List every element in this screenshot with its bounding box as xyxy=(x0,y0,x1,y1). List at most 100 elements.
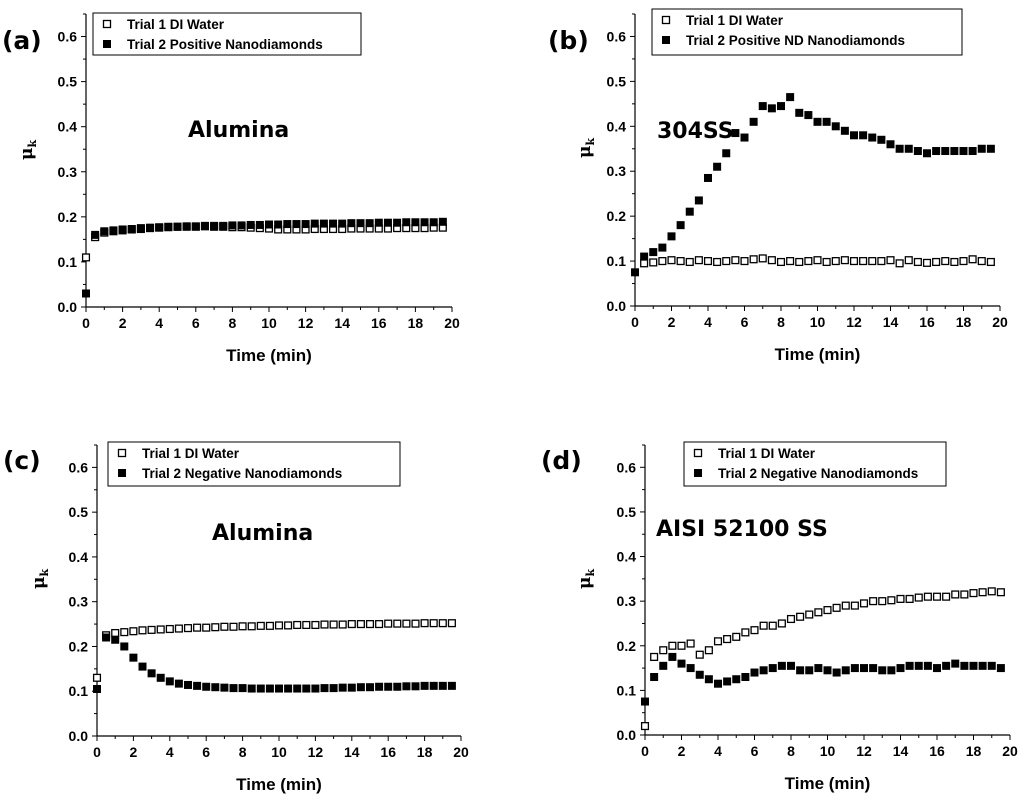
data-point-filled xyxy=(850,664,859,673)
data-point-open xyxy=(749,255,758,264)
data-point-filled xyxy=(713,162,722,171)
y-tick-label: 0.4 xyxy=(617,549,637,565)
x-tick-label: 0 xyxy=(631,314,639,330)
data-point-filled xyxy=(895,144,904,153)
data-point-open xyxy=(713,257,722,267)
data-point-open xyxy=(238,622,247,631)
y-tick-label: 0.5 xyxy=(617,504,637,520)
data-point-filled xyxy=(913,147,922,156)
series-2 xyxy=(641,652,1005,706)
x-tick-label: 2 xyxy=(678,743,686,759)
material-label: AISI 52100 SS xyxy=(656,517,828,542)
data-point-filled xyxy=(238,684,247,693)
data-point-open xyxy=(840,256,849,265)
data-point-filled xyxy=(795,108,804,117)
data-point-open xyxy=(676,257,685,266)
data-point-filled xyxy=(356,219,365,228)
data-point-filled xyxy=(338,683,347,692)
legend: Trial 1 DI Water Trial 2 Negative Nanodia… xyxy=(107,441,401,487)
data-point-filled xyxy=(191,222,200,231)
data-point-filled xyxy=(109,226,118,235)
data-point-open xyxy=(950,257,959,267)
data-point-filled xyxy=(375,682,384,691)
data-point-filled xyxy=(650,673,659,681)
y-tick-label: 0.5 xyxy=(69,504,89,520)
legend-entry: Trial 1 DI Water xyxy=(127,17,225,32)
data-point-filled xyxy=(438,681,447,690)
data-point-open xyxy=(822,257,831,267)
data-point-filled xyxy=(987,661,996,670)
data-point-filled xyxy=(758,102,767,111)
data-point-filled xyxy=(668,652,677,661)
data-point-filled xyxy=(429,218,438,227)
y-tick-label: 0.0 xyxy=(58,299,78,315)
data-point-open xyxy=(813,256,822,265)
data-point-filled xyxy=(667,232,676,241)
data-point-filled xyxy=(722,149,731,158)
data-point-filled xyxy=(164,222,173,231)
x-tick-label: 10 xyxy=(820,743,836,759)
data-point-filled xyxy=(173,222,182,231)
y-axis-title-subscript: k xyxy=(26,140,39,148)
x-tick-label: 14 xyxy=(334,315,350,331)
panel-label: (b) xyxy=(548,26,589,55)
x-tick-label: 0 xyxy=(82,315,90,331)
data-point-open xyxy=(438,619,447,628)
y-tick-label: 0.4 xyxy=(58,119,78,135)
data-point-open xyxy=(805,610,814,619)
data-point-filled xyxy=(393,682,402,691)
data-point-filled xyxy=(723,677,732,686)
data-point-open xyxy=(147,625,156,634)
data-point-filled xyxy=(411,218,420,227)
data-point-filled xyxy=(759,666,768,675)
data-point-filled xyxy=(731,129,740,138)
x-tick-label: 8 xyxy=(787,743,795,759)
x-tick-label: 20 xyxy=(1002,743,1018,759)
legend-entry: Trial 1 DI Water xyxy=(142,446,240,461)
data-point-filled xyxy=(941,147,950,156)
data-point-filled xyxy=(850,131,858,140)
x-tick-label: 20 xyxy=(992,314,1008,330)
data-point-filled xyxy=(220,683,229,692)
y-axis-title-symbol: μ xyxy=(17,148,37,160)
y-tick-label: 0.3 xyxy=(58,164,78,180)
y-axis-title-symbol: μ xyxy=(575,146,595,158)
x-tick-label: 18 xyxy=(408,315,424,331)
data-point-open xyxy=(293,620,302,630)
data-point-filled xyxy=(374,218,383,227)
y-axis-title: μk xyxy=(575,138,597,158)
data-point-open xyxy=(685,257,694,267)
y-axis-title-symbol: μ xyxy=(29,577,49,589)
data-point-open xyxy=(777,619,786,628)
data-point-open xyxy=(265,621,274,630)
data-point-open xyxy=(886,256,895,265)
y-tick-label: 0.1 xyxy=(69,683,89,699)
data-point-filled xyxy=(283,220,292,229)
data-point-filled xyxy=(366,683,374,692)
data-point-filled xyxy=(120,642,129,651)
data-point-filled xyxy=(695,670,704,679)
data-point-filled xyxy=(411,682,420,691)
data-point-filled xyxy=(165,677,174,686)
data-point-open xyxy=(914,593,923,602)
data-point-open xyxy=(795,257,804,267)
x-tick-label: 12 xyxy=(846,314,862,330)
data-point-open xyxy=(92,673,102,682)
data-point-open xyxy=(722,257,731,266)
data-point-open xyxy=(129,627,138,636)
x-tick-label: 4 xyxy=(155,315,163,331)
data-point-filled xyxy=(933,664,941,673)
data-point-filled xyxy=(384,682,393,691)
data-point-open xyxy=(375,620,384,629)
data-point-open xyxy=(969,589,978,598)
data-point-open xyxy=(365,620,375,629)
legend-marker-open xyxy=(102,19,112,29)
series-2 xyxy=(631,93,995,277)
data-point-filled xyxy=(796,666,805,675)
data-point-filled xyxy=(887,666,896,675)
data-point-open xyxy=(767,256,776,265)
x-axis-title: Time (min) xyxy=(226,346,312,365)
data-point-filled xyxy=(631,268,639,277)
data-point-filled xyxy=(741,673,750,681)
data-point-open xyxy=(732,632,741,641)
